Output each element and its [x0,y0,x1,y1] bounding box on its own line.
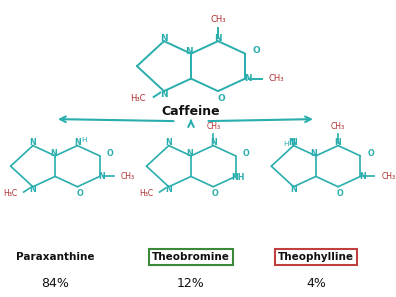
Text: Theobromine: Theobromine [152,252,230,262]
Text: O: O [217,94,225,103]
Text: N: N [74,138,81,146]
Text: N: N [30,138,36,147]
Text: CH₃: CH₃ [382,172,396,181]
Text: CH₃: CH₃ [210,15,226,24]
Text: O: O [212,189,219,198]
Text: O: O [107,149,113,158]
Text: N: N [186,149,192,158]
Text: H: H [81,137,87,143]
Text: CH₃: CH₃ [269,74,284,83]
Text: N: N [214,34,222,43]
Text: N: N [160,34,168,43]
Text: N: N [99,172,105,181]
Text: N: N [310,149,317,158]
Text: H₃C: H₃C [130,94,146,103]
Text: N: N [290,138,297,147]
Text: Paraxanthine: Paraxanthine [16,252,94,262]
Text: 84%: 84% [41,277,69,290]
Text: N: N [244,74,252,83]
Text: O: O [367,149,374,158]
Text: N: N [288,138,295,147]
Text: N: N [166,138,172,147]
Text: 12%: 12% [177,277,205,290]
Text: CH₃: CH₃ [331,122,345,131]
Text: N: N [290,185,297,194]
Text: Theophylline: Theophylline [278,252,354,262]
Text: H₃C: H₃C [3,189,17,198]
Text: N: N [359,172,366,181]
Text: O: O [337,189,344,198]
Text: CH₃: CH₃ [206,122,220,131]
Text: N: N [50,149,57,158]
Text: N: N [166,185,172,194]
Text: H: H [283,141,288,147]
Text: N: N [335,138,341,147]
Text: N: N [30,185,36,194]
Text: O: O [252,46,260,55]
Text: N: N [160,90,168,99]
Text: N: N [185,47,193,56]
Text: N: N [210,138,217,147]
Text: O: O [76,189,83,198]
Text: 4%: 4% [306,277,326,290]
Text: H₃C: H₃C [139,189,153,198]
Text: O: O [242,149,249,158]
Text: CH₃: CH₃ [121,172,135,181]
Text: NH: NH [232,173,245,182]
Text: Caffeine: Caffeine [162,105,220,118]
